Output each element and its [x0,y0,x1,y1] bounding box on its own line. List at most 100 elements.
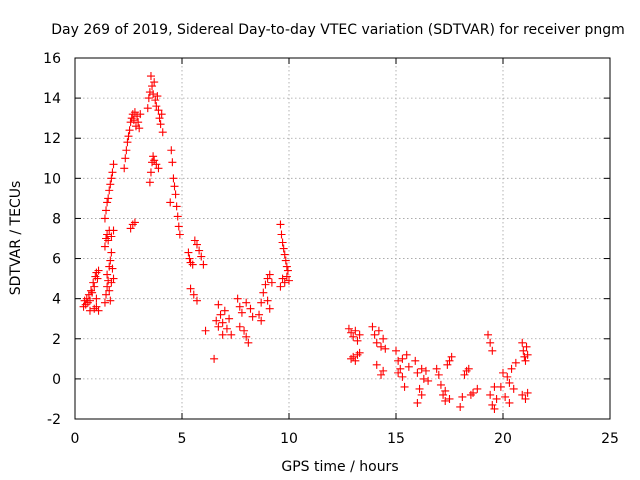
data-point [103,270,112,279]
data-point [100,298,109,307]
data-point [278,274,287,283]
data-point [432,364,441,373]
data-point [244,338,253,347]
data-point [377,370,386,379]
data-point [492,394,501,403]
axis-ticks [74,57,611,420]
data-point [153,92,162,101]
data-point [242,332,251,341]
data-point [107,174,116,183]
data-point [128,110,137,119]
data-point [104,236,113,245]
data-point [276,220,285,229]
data-point [171,190,180,199]
data-point [174,222,183,231]
data-point [143,104,152,113]
data-point [103,282,112,291]
data-point [419,374,428,383]
data-point [267,278,276,287]
data-point [227,330,236,339]
data-point [519,346,528,355]
data-point [421,366,430,375]
data-point [108,168,117,177]
data-point [94,306,103,315]
data-point [282,272,291,281]
data-point [85,306,94,315]
data-point [522,342,531,351]
data-point [424,376,433,385]
data-point [441,386,450,395]
data-point [175,230,184,239]
data-point [123,138,132,147]
data-point [370,330,379,339]
data-point [462,366,471,375]
data-point [379,334,388,343]
data-point [372,360,381,369]
data-point [285,276,293,285]
data-point [105,286,114,295]
data-point [195,246,204,255]
data-point [466,390,475,399]
data-point [265,304,274,313]
data-point [523,388,532,397]
data-point [347,328,356,337]
data-point [460,370,469,379]
data-point [281,256,290,265]
data-point [439,390,448,399]
data-point [246,304,255,313]
data-point [501,392,510,401]
data-point [93,274,102,283]
data-point [353,336,362,345]
data-point [88,288,97,297]
data-point [214,322,223,331]
data-point [210,354,219,363]
data-point [394,368,403,377]
data-point [102,206,111,215]
data-point [154,106,163,115]
data-point [235,302,244,311]
y-tick-label: -2 [47,412,61,428]
data-point [102,290,111,299]
data-point [355,330,364,339]
data-point [505,398,514,407]
data-point [92,294,101,303]
data-point [157,110,166,119]
data-point [104,194,113,203]
data-point [173,212,182,221]
data-point [100,214,109,223]
data-point [280,278,289,287]
data-point [488,400,497,409]
data-point [126,224,135,233]
data-point [148,82,157,91]
data-point [415,384,424,393]
x-tick-label: 20 [494,431,512,447]
data-point [120,164,129,173]
data-point [149,90,158,99]
y-tick-label: 14 [43,91,61,107]
data-point [135,124,144,133]
data-point [107,248,116,257]
data-point [263,296,272,305]
data-point [85,296,94,305]
data-point [201,326,210,335]
data-point [381,344,390,353]
data-point [240,326,249,335]
data-point [109,160,118,169]
data-point [186,258,195,267]
data-point [87,286,96,295]
data-point [199,260,208,269]
data-point [90,282,99,291]
data-point [107,278,116,287]
data-point [212,316,221,325]
data-point [398,372,407,381]
y-tick-label: 8 [52,211,61,227]
data-point [464,364,473,373]
data-point [458,392,467,401]
data-point [372,338,381,347]
data-point [103,230,112,239]
y-tick-label: 12 [43,131,61,147]
data-point [158,128,167,137]
data-point [447,352,456,361]
data-point [106,296,115,305]
